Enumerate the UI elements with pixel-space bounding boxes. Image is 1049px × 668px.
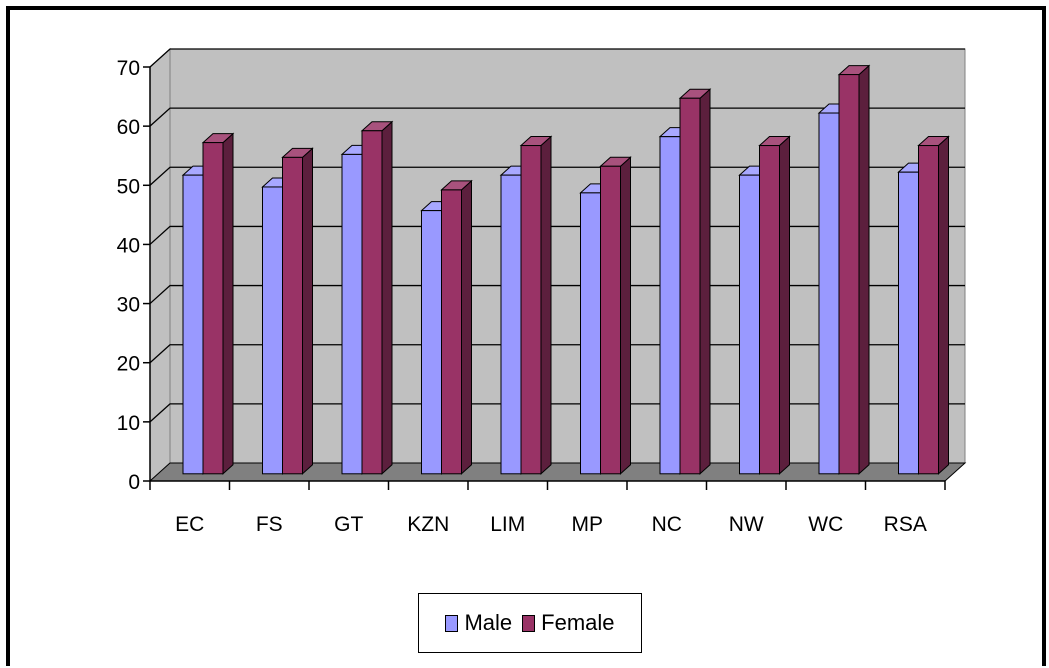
bar-front xyxy=(580,192,601,475)
gridline xyxy=(149,48,965,68)
bar-female-wc xyxy=(837,64,871,475)
y-tick-label: 70 xyxy=(117,57,140,80)
bar-side xyxy=(699,88,711,475)
x-tick-label: LIM xyxy=(490,513,525,536)
x-tick-label: MP xyxy=(572,513,604,536)
bar-side xyxy=(540,135,552,475)
y-tick-label: 50 xyxy=(117,175,140,198)
bar-female-mp xyxy=(599,156,632,475)
x-tick-label: GT xyxy=(334,513,363,536)
legend-swatch-male xyxy=(445,614,459,632)
bar-female-nw xyxy=(758,135,791,475)
bar-front xyxy=(739,174,760,475)
bar-side xyxy=(222,132,234,475)
bar-side xyxy=(302,147,313,475)
legend-label-male: Male xyxy=(464,610,513,635)
bar-female-kzn xyxy=(440,179,473,475)
bar-female-nc xyxy=(678,88,712,475)
bar-front xyxy=(182,174,204,475)
y-tick-label: 20 xyxy=(117,353,140,376)
bar-front xyxy=(500,174,522,475)
legend-label-female: Female xyxy=(541,610,615,635)
y-tick-label: 10 xyxy=(117,412,140,435)
y-tick-label: 30 xyxy=(117,294,140,317)
bar-front xyxy=(421,210,442,475)
bar-side xyxy=(858,64,870,475)
x-tick-label: WC xyxy=(808,513,843,536)
bar-female-gt xyxy=(360,120,394,475)
bar-side xyxy=(779,135,790,475)
bar-front xyxy=(361,130,383,475)
bar-front xyxy=(659,136,681,475)
bar-side xyxy=(938,135,949,475)
y-tick-label: 60 xyxy=(117,116,140,139)
bar-female-lim xyxy=(519,135,553,475)
bar-female-ec xyxy=(201,132,235,475)
x-tick-label: EC xyxy=(175,513,204,536)
x-tick-label: FS xyxy=(256,513,283,536)
bar-front xyxy=(679,97,701,475)
x-tick-label: KZN xyxy=(407,513,449,536)
x-tick-label: NW xyxy=(729,513,764,536)
bar-side xyxy=(381,120,393,475)
bar-female-rsa xyxy=(917,135,950,475)
bar-side xyxy=(620,156,631,475)
bar-front xyxy=(759,145,780,475)
bar-front xyxy=(262,186,283,475)
legend: Male Female xyxy=(418,593,642,653)
bar-front xyxy=(818,112,840,475)
bar-front xyxy=(838,74,860,475)
bar-front xyxy=(918,145,939,475)
y-tick-label: 40 xyxy=(117,234,140,257)
bar-front xyxy=(898,171,919,475)
legend-item-female: Female xyxy=(522,610,615,636)
bar-side xyxy=(461,179,472,475)
chart-frame xyxy=(6,6,1046,666)
legend-item-male: Male xyxy=(445,610,512,636)
bar-female-fs xyxy=(281,147,314,475)
x-tick-label: NC xyxy=(652,513,682,536)
bar-front xyxy=(202,142,224,475)
x-tick-label: RSA xyxy=(884,513,927,536)
bar-front xyxy=(341,153,363,475)
bar-front xyxy=(282,156,303,475)
bar-front xyxy=(441,189,462,475)
bar-front xyxy=(520,145,542,475)
bar-front xyxy=(600,165,621,475)
legend-swatch-female xyxy=(522,614,536,632)
side-wall xyxy=(149,47,171,483)
y-tick-label: 0 xyxy=(128,471,140,494)
